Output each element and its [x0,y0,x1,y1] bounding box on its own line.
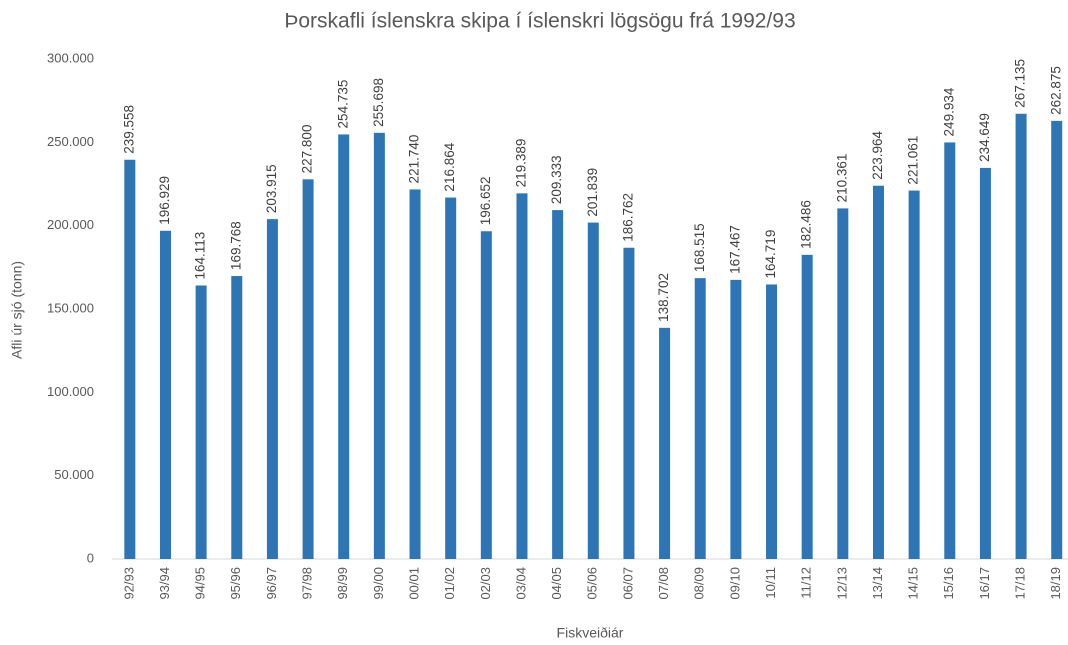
x-tick-label: 18/19 [1048,567,1063,600]
x-tick-label: 17/18 [1013,567,1028,600]
value-label: 249.934 [941,87,956,136]
x-tick-label: 97/98 [300,567,315,600]
value-label: 186.762 [620,193,635,242]
bar [516,193,528,559]
value-label: 164.113 [193,232,208,280]
value-label: 234.649 [977,113,992,162]
y-tick-label: 0 [87,550,94,565]
x-tick-label: 02/03 [478,567,493,600]
value-label: 255.698 [371,78,386,127]
x-tick-label: 13/14 [870,567,885,600]
bar [1051,120,1063,559]
x-tick-label: 00/01 [406,567,421,600]
y-tick-label: 150.000 [47,300,94,315]
bar [231,276,243,559]
bar [195,285,207,559]
value-label: 169.768 [228,221,243,270]
x-tick-label: 07/08 [656,567,671,600]
value-label: 267.135 [1013,59,1028,108]
bar [623,247,635,560]
value-label: 138.702 [656,273,671,322]
bar [1015,113,1027,560]
value-label: 254.735 [335,80,350,129]
x-tick-label: 15/16 [941,567,956,600]
x-tick-label: 98/99 [335,567,350,600]
value-label: 221.061 [906,136,921,185]
x-tick-label: 96/97 [264,567,279,600]
value-label: 203.915 [264,164,279,213]
bar [587,222,599,559]
bar [409,189,421,559]
x-tick-label: 94/95 [193,567,208,600]
x-tick-label: 16/17 [977,567,992,600]
value-label: 216.864 [442,142,457,191]
y-axis-title: Afli úr sjó (tonn) [9,261,25,359]
value-label: 168.515 [692,223,707,272]
value-label: 219.389 [514,139,529,188]
bar [944,142,956,559]
bar [730,279,742,559]
value-label: 227.800 [300,125,315,174]
y-tick-label: 50.000 [54,467,94,482]
bar [837,208,849,560]
bar [124,159,136,559]
value-label: 239.558 [121,105,136,154]
value-label: 262.875 [1048,66,1063,115]
bar [480,231,492,559]
x-tick-label: 10/11 [763,567,778,599]
bar [266,219,278,559]
x-tick-label: 12/13 [834,567,849,600]
x-axis-title: Fiskveiðiár [557,625,624,641]
value-label: 164.719 [763,230,778,279]
bar [159,230,171,559]
chart-title: Þorskafli íslenskra skipa í íslenskri lö… [284,10,795,33]
value-label: 167.467 [727,225,742,274]
value-label: 223.964 [870,130,885,179]
bar [872,185,884,559]
bar [445,197,457,559]
y-tick-label: 250.000 [47,134,94,149]
x-tick-label: 09/10 [727,567,742,600]
value-label: 182.486 [799,200,814,249]
x-tick-label: 93/94 [157,567,172,600]
bar [302,179,314,560]
bar [908,190,920,559]
value-label: 201.839 [585,168,600,217]
x-tick-label: 14/15 [906,567,921,600]
x-tick-label: 99/00 [371,567,386,600]
x-tick-label: 92/93 [121,567,136,600]
y-tick-label: 200.000 [47,217,94,232]
y-tick-label: 100.000 [47,384,94,399]
value-label: 210.361 [834,154,849,203]
bar [373,132,385,559]
bar [766,284,778,559]
bar [801,254,813,559]
value-label: 196.652 [478,176,493,225]
x-tick-label: 11/12 [799,567,814,599]
x-tick-label: 06/07 [620,567,635,600]
value-label: 209.333 [549,155,564,204]
x-tick-label: 05/06 [585,567,600,600]
x-tick-label: 03/04 [513,567,528,600]
x-tick-label: 04/05 [549,567,564,600]
x-tick-label: 01/02 [442,567,457,600]
value-label: 221.740 [407,135,422,184]
bar [338,134,350,560]
bar [552,210,564,559]
y-tick-label: 300.000 [47,50,94,65]
x-tick-label: 95/96 [228,567,243,600]
x-tick-label: 08/09 [692,567,707,600]
bar [694,278,706,559]
bar [979,167,991,559]
value-label: 196.929 [157,176,172,225]
bar [659,327,671,559]
